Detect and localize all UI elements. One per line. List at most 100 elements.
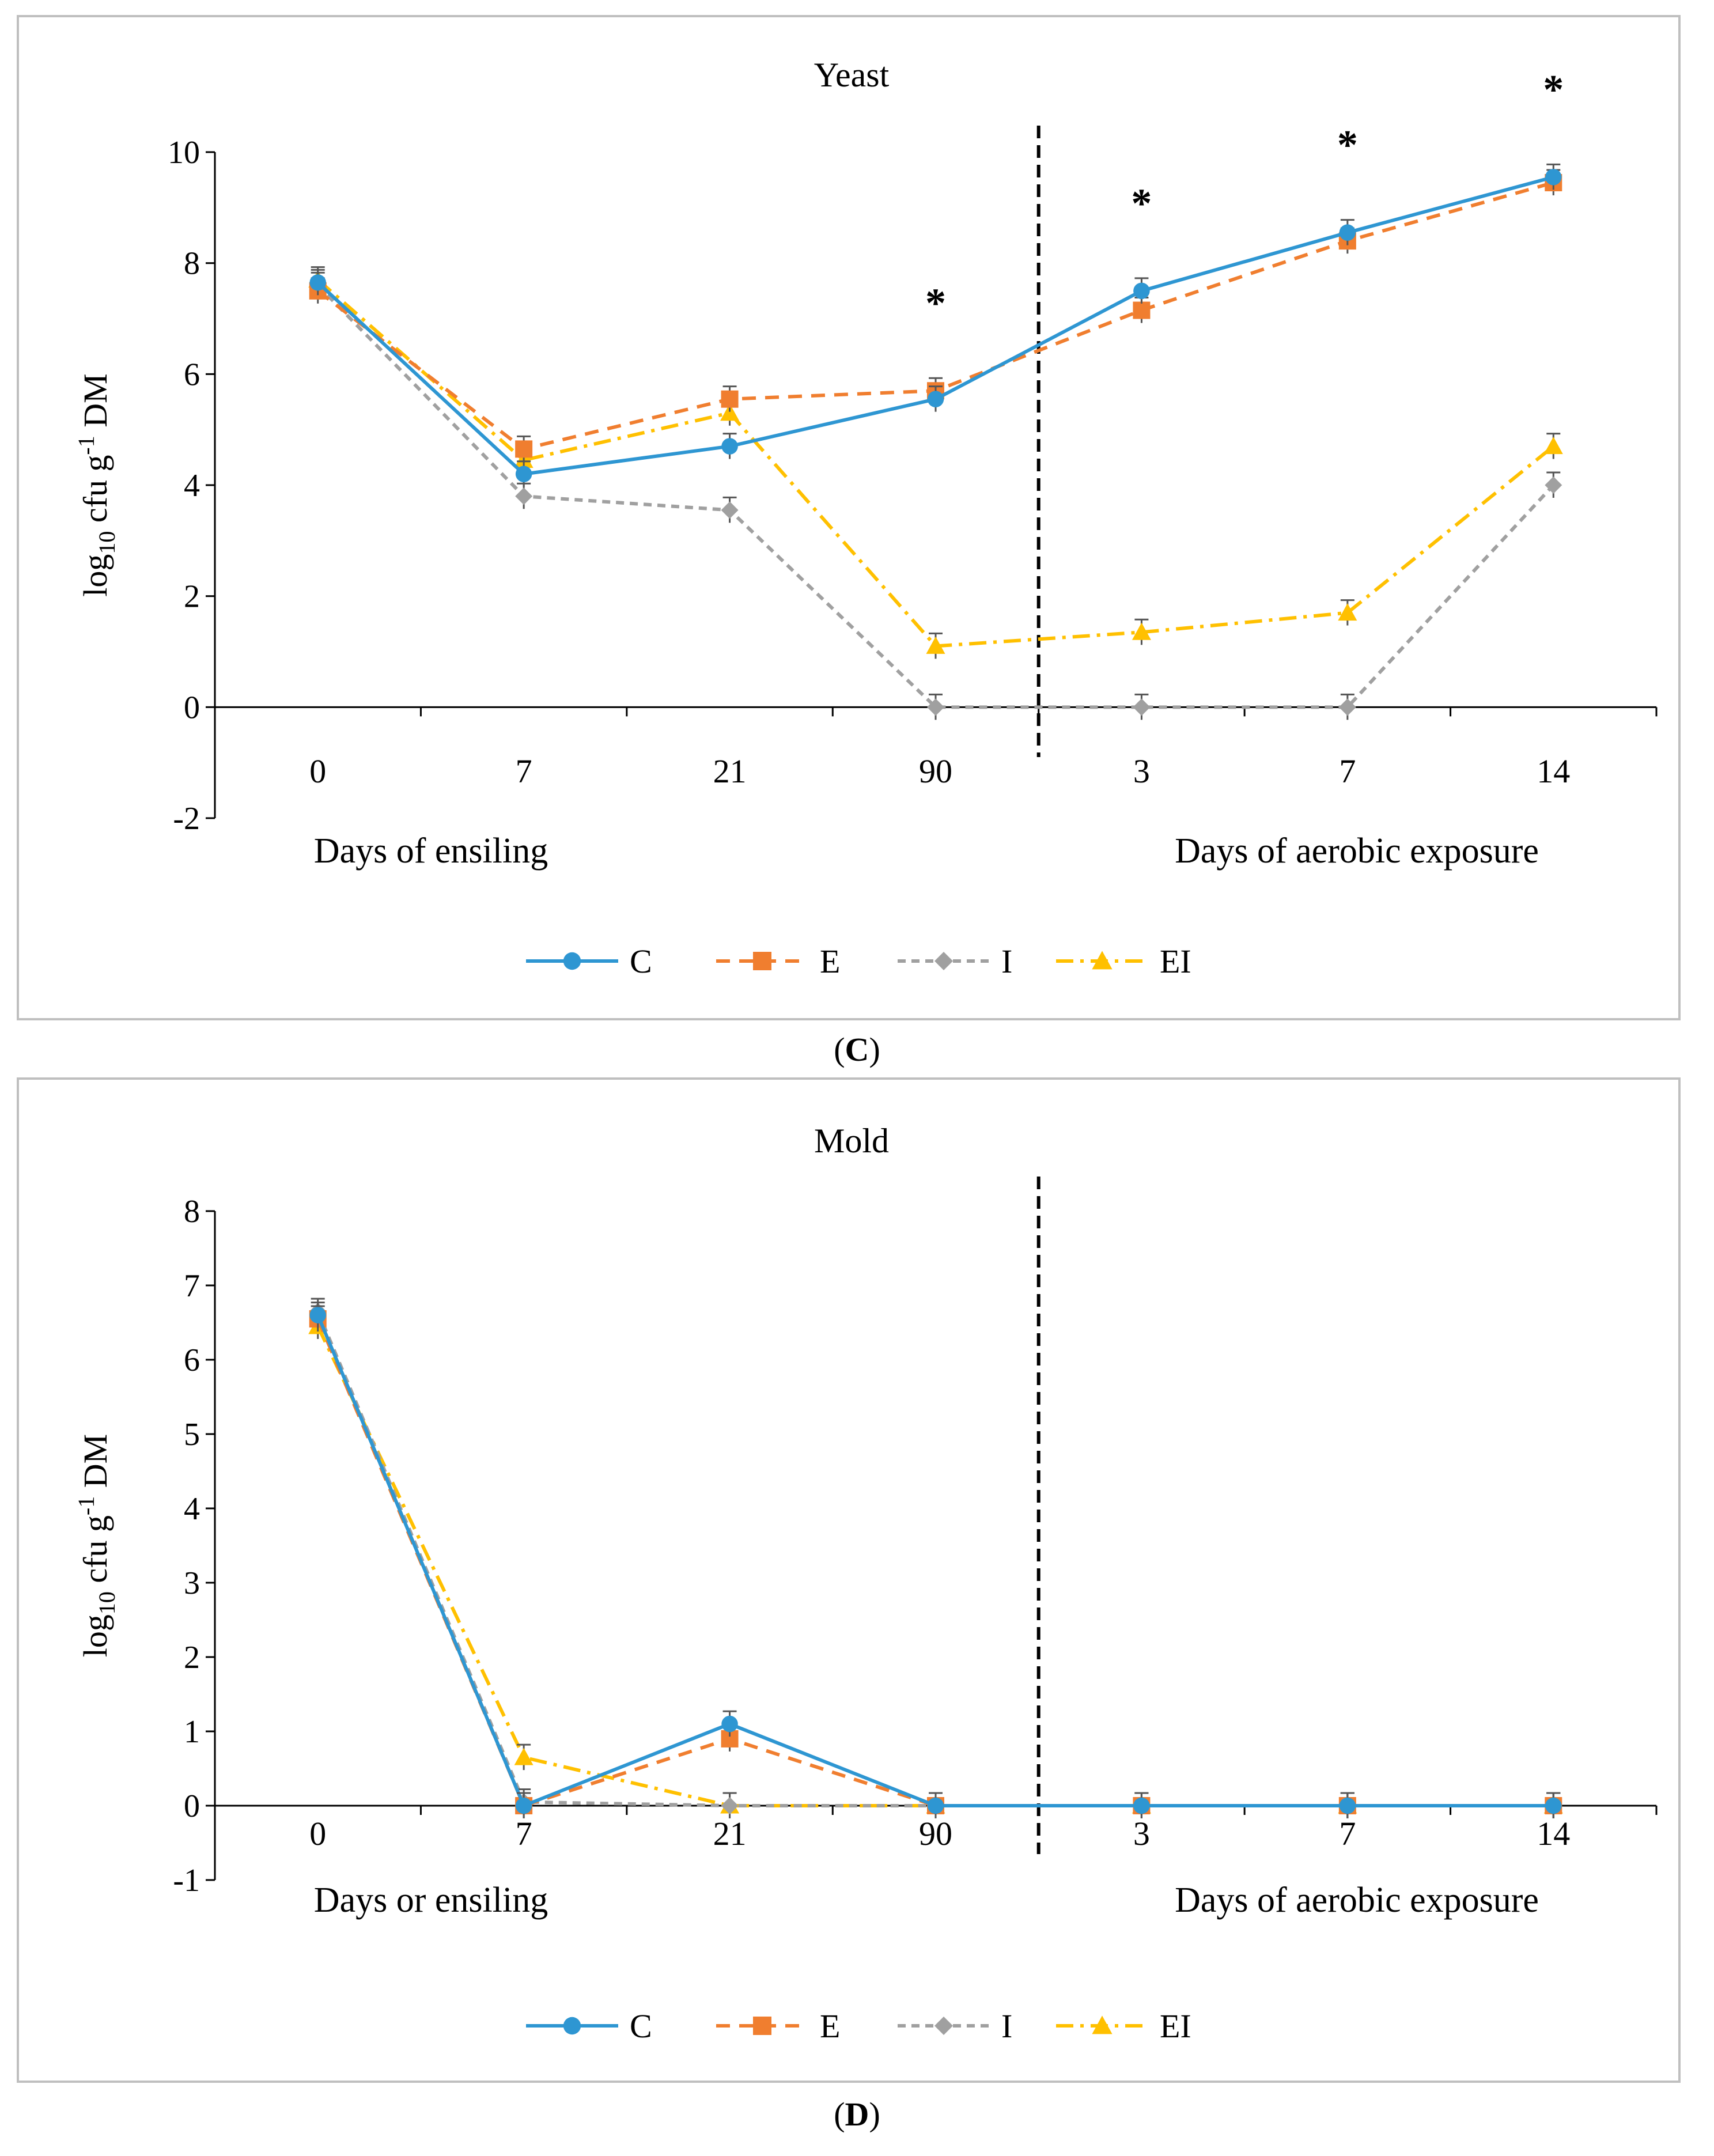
data-point-c	[1133, 282, 1150, 300]
chart-title: Mold	[814, 1122, 889, 1160]
legend-label-c: C	[630, 943, 652, 980]
y-tick-label: 7	[184, 1268, 200, 1304]
y-axis-label-part: cfu g	[77, 455, 114, 531]
y-axis-label: log10 cfu g-1 DM	[73, 373, 120, 596]
y-tick-label: 6	[184, 357, 200, 392]
data-point-ei	[926, 636, 945, 654]
x-tick-label: 14	[1537, 752, 1570, 790]
legend: C E I EI	[526, 943, 1191, 980]
legend-marker-c	[563, 2017, 581, 2035]
y-tick-label: 8	[184, 246, 200, 282]
legend-label-i: I	[1001, 943, 1012, 980]
data-point-i	[721, 501, 739, 519]
data-point-c	[515, 1797, 532, 1814]
significance-asterisk: *	[1131, 180, 1152, 226]
y-tick-label: 3	[184, 1565, 200, 1601]
data-point-ei	[1543, 437, 1563, 455]
ensiling-section-label: Days of ensiling	[314, 831, 548, 871]
data-point-ei	[1338, 603, 1357, 621]
series-line-ei	[316, 1325, 1554, 1807]
x-tick-label: 0	[309, 1815, 326, 1852]
panel-label-letter: C	[845, 1031, 869, 1068]
legend-marker-e	[753, 952, 771, 970]
x-tick-label: 3	[1133, 1815, 1150, 1852]
series-c	[309, 163, 1562, 487]
y-tick-label: 4	[184, 468, 200, 504]
legend-marker-ei	[1092, 951, 1113, 970]
mold-chart-panel: Mold log10 cfu g-1 DM 8 7 6 5 4 3 2 1 0 -1 0 7 21 90 3 7 1…	[17, 1077, 1681, 2083]
data-point-c	[1133, 1797, 1150, 1814]
data-point-c	[309, 274, 326, 291]
y-axis-label-part: DM	[77, 373, 114, 436]
data-point-c	[1545, 169, 1562, 186]
legend-label-i: I	[1001, 2007, 1012, 2045]
legend-marker-ei	[1092, 2015, 1113, 2034]
significance-asterisk: *	[1337, 122, 1358, 168]
panel-label-d: (D)	[0, 2095, 1714, 2134]
legend-label-ei: EI	[1160, 2007, 1191, 2045]
y-tick-label: 0	[184, 690, 200, 725]
ensiling-section-label: Days or ensiling	[314, 1881, 548, 1920]
x-tick-label: 90	[919, 1815, 952, 1852]
y-tick-label: -2	[173, 801, 200, 837]
series-i	[309, 271, 1562, 720]
panel-label-close: )	[869, 1031, 880, 1068]
panel-label-open: (	[834, 1031, 845, 1068]
x-tick-label: 3	[1133, 752, 1150, 790]
legend: C E I EI	[526, 2007, 1191, 2045]
data-point-c	[721, 438, 738, 455]
panel-label-c: (C)	[0, 1030, 1714, 1069]
x-tick-label: 7	[1339, 1815, 1356, 1852]
x-tick-label: 14	[1537, 1815, 1570, 1852]
series-line-c	[316, 1314, 1554, 1807]
x-tick-label: 7	[516, 1815, 532, 1852]
x-tick-label: 7	[1339, 752, 1356, 790]
data-point-i	[515, 487, 533, 505]
y-axis-label-part: DM	[77, 1434, 114, 1496]
legend-label-c: C	[630, 2007, 652, 2045]
aerobic-section-label: Days of aerobic exposure	[1175, 1881, 1539, 1920]
data-point-ei	[1132, 622, 1151, 640]
y-axis-label-superscript: -1	[73, 1496, 99, 1515]
data-point-i	[1338, 698, 1356, 716]
legend-marker-e	[753, 2017, 771, 2035]
data-point-c	[1545, 1797, 1562, 1814]
y-tick-label: 10	[168, 135, 200, 171]
data-point-ei	[514, 1748, 534, 1765]
data-point-i	[1133, 698, 1151, 716]
legend-marker-c	[563, 952, 581, 970]
x-tick-label: 21	[713, 1815, 747, 1852]
data-point-ei	[720, 403, 740, 421]
yeast-chart-panel: Yeast log10 cfu g-1 DM 10 8 6 4 2 0 -2 0 7 21 90 3 7 14…	[17, 15, 1681, 1020]
series-line-e	[316, 1318, 1554, 1807]
data-point-c	[1339, 1797, 1356, 1814]
x-tick-label: 7	[516, 752, 532, 790]
data-point-c	[515, 466, 532, 482]
panel-label-open: (	[834, 2096, 845, 2133]
legend-label-ei: EI	[1160, 943, 1191, 980]
y-axis-label-part: cfu g	[77, 1515, 114, 1591]
significance-asterisk: *	[1543, 66, 1564, 112]
data-point-e	[721, 390, 739, 408]
legend-marker-i	[934, 2017, 953, 2035]
y-tick-label: -1	[173, 1863, 200, 1898]
data-point-c	[721, 1715, 738, 1733]
y-axis-label-part: log	[77, 554, 114, 597]
aerobic-section-label: Days of aerobic exposure	[1175, 831, 1539, 871]
chart-title: Yeast	[814, 56, 890, 94]
data-point-c	[927, 391, 944, 407]
panel-label-close: )	[869, 2096, 880, 2133]
y-axis-label-part: log	[77, 1614, 114, 1657]
x-tick-label: 90	[919, 752, 952, 790]
y-axis-label-superscript: -1	[73, 436, 99, 455]
y-tick-label: 1	[184, 1714, 200, 1750]
x-tick-label: 21	[713, 752, 747, 790]
data-point-i	[927, 698, 944, 716]
data-point-c	[309, 1307, 326, 1323]
y-tick-label: 0	[184, 1788, 200, 1824]
legend-label-e: E	[820, 943, 840, 980]
data-point-e	[515, 440, 533, 458]
data-point-c	[1339, 224, 1356, 241]
